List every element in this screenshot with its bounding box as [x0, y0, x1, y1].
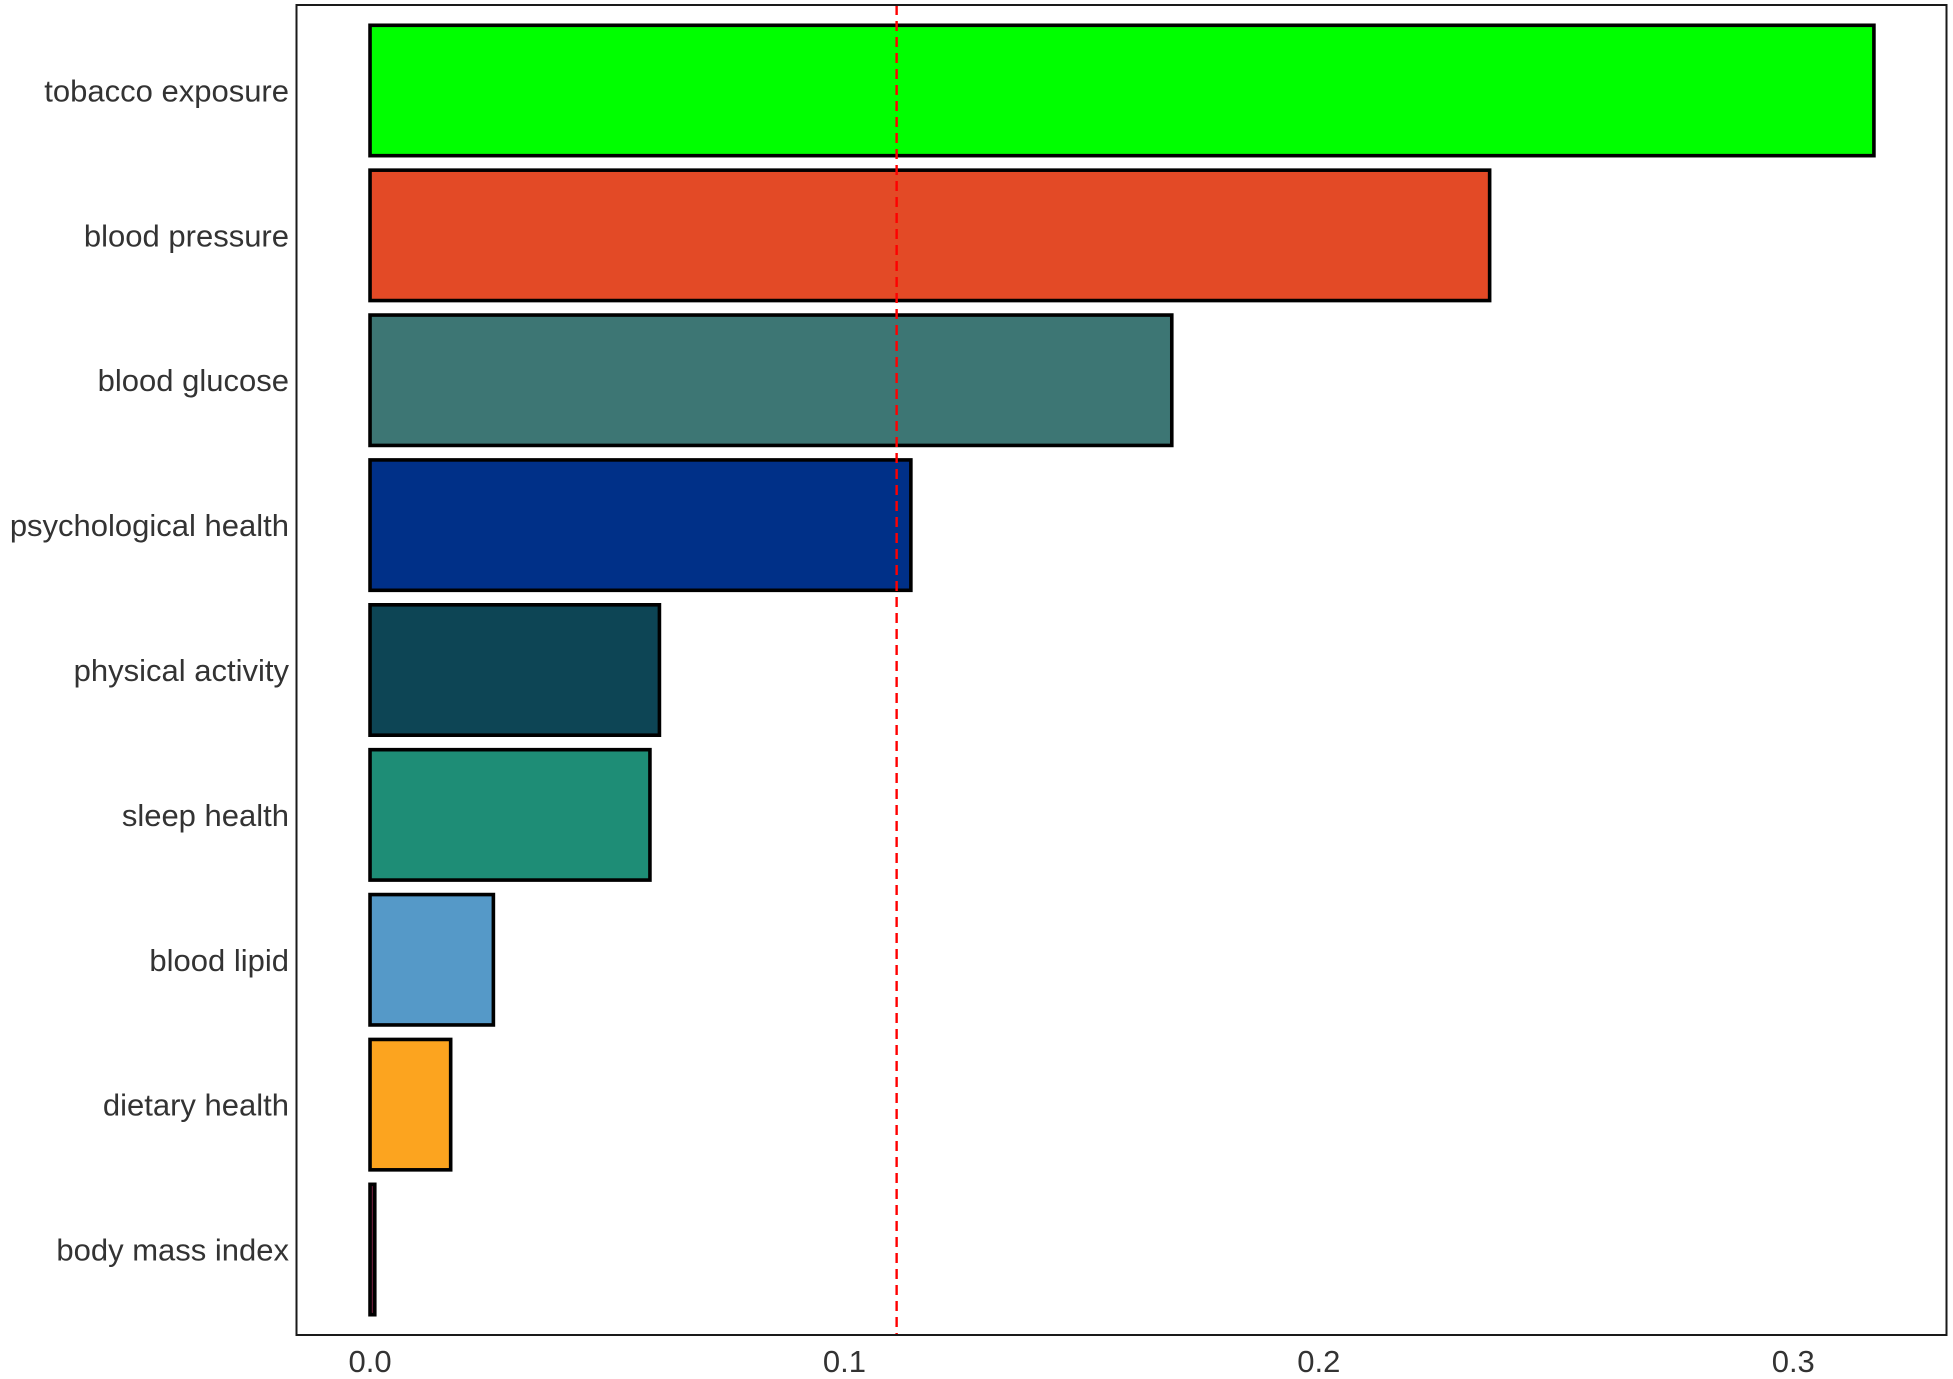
bar-dietary-health	[368, 1037, 453, 1172]
x-tick-labels: 0.0 0.1 0.2 0.3	[348, 1344, 1814, 1379]
y-tick-label-blood-glucose: blood glucose	[98, 363, 289, 398]
y-tick-label-tobacco-exposure: tobacco exposure	[44, 73, 289, 108]
y-tick-label-physical-activity: physical activity	[74, 653, 290, 688]
y-tick-label-psychological-health: psychological health	[10, 508, 289, 543]
x-tick-label: 0.0	[348, 1344, 391, 1379]
y-tick-labels: tobacco exposure blood pressure blood gluc…	[10, 73, 290, 1267]
y-tick-label-blood-pressure: blood pressure	[84, 218, 289, 253]
bar-body-mass-index	[368, 1182, 377, 1317]
x-tick-label: 0.3	[1772, 1344, 1815, 1379]
plot-frame	[295, 4, 1948, 1336]
x-tick-label: 0.2	[1297, 1344, 1340, 1379]
x-tick-label: 0.1	[823, 1344, 866, 1379]
bar-blood-pressure	[368, 168, 1492, 303]
bars	[368, 23, 1876, 1317]
bar-psychological-health	[368, 458, 913, 593]
y-tick-label-body-mass-index: body mass index	[56, 1233, 289, 1268]
bar-blood-lipid	[368, 892, 496, 1027]
y-tick-label-dietary-health: dietary health	[103, 1088, 289, 1123]
bar-sleep-health	[368, 747, 652, 882]
bar-physical-activity	[368, 603, 662, 737]
bar-blood-glucose	[368, 313, 1174, 448]
bar-tobacco-exposure	[368, 23, 1876, 158]
y-tick-label-blood-lipid: blood lipid	[149, 943, 289, 978]
y-tick-label-sleep-health: sleep health	[122, 798, 289, 833]
